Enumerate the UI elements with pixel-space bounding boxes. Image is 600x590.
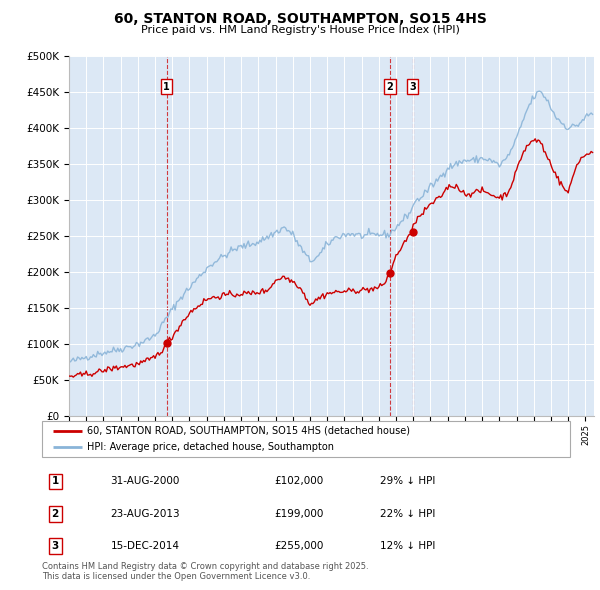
Text: 12% ↓ HPI: 12% ↓ HPI — [380, 542, 435, 551]
Text: 23-AUG-2013: 23-AUG-2013 — [110, 509, 180, 519]
Text: 29% ↓ HPI: 29% ↓ HPI — [380, 477, 435, 486]
Text: 3: 3 — [52, 542, 59, 551]
Text: £199,000: £199,000 — [274, 509, 323, 519]
Text: 2: 2 — [386, 81, 394, 91]
Text: 60, STANTON ROAD, SOUTHAMPTON, SO15 4HS (detached house): 60, STANTON ROAD, SOUTHAMPTON, SO15 4HS … — [87, 425, 410, 435]
Text: £102,000: £102,000 — [274, 477, 323, 486]
Text: Contains HM Land Registry data © Crown copyright and database right 2025.
This d: Contains HM Land Registry data © Crown c… — [42, 562, 368, 581]
Text: 15-DEC-2014: 15-DEC-2014 — [110, 542, 179, 551]
Text: £255,000: £255,000 — [274, 542, 323, 551]
Text: 1: 1 — [163, 81, 170, 91]
FancyBboxPatch shape — [42, 421, 570, 457]
Text: 2: 2 — [52, 509, 59, 519]
Text: 22% ↓ HPI: 22% ↓ HPI — [380, 509, 435, 519]
Text: 3: 3 — [409, 81, 416, 91]
Text: Price paid vs. HM Land Registry's House Price Index (HPI): Price paid vs. HM Land Registry's House … — [140, 25, 460, 35]
Text: 1: 1 — [52, 477, 59, 486]
Text: 31-AUG-2000: 31-AUG-2000 — [110, 477, 180, 486]
Text: 60, STANTON ROAD, SOUTHAMPTON, SO15 4HS: 60, STANTON ROAD, SOUTHAMPTON, SO15 4HS — [113, 12, 487, 26]
Text: HPI: Average price, detached house, Southampton: HPI: Average price, detached house, Sout… — [87, 442, 334, 453]
